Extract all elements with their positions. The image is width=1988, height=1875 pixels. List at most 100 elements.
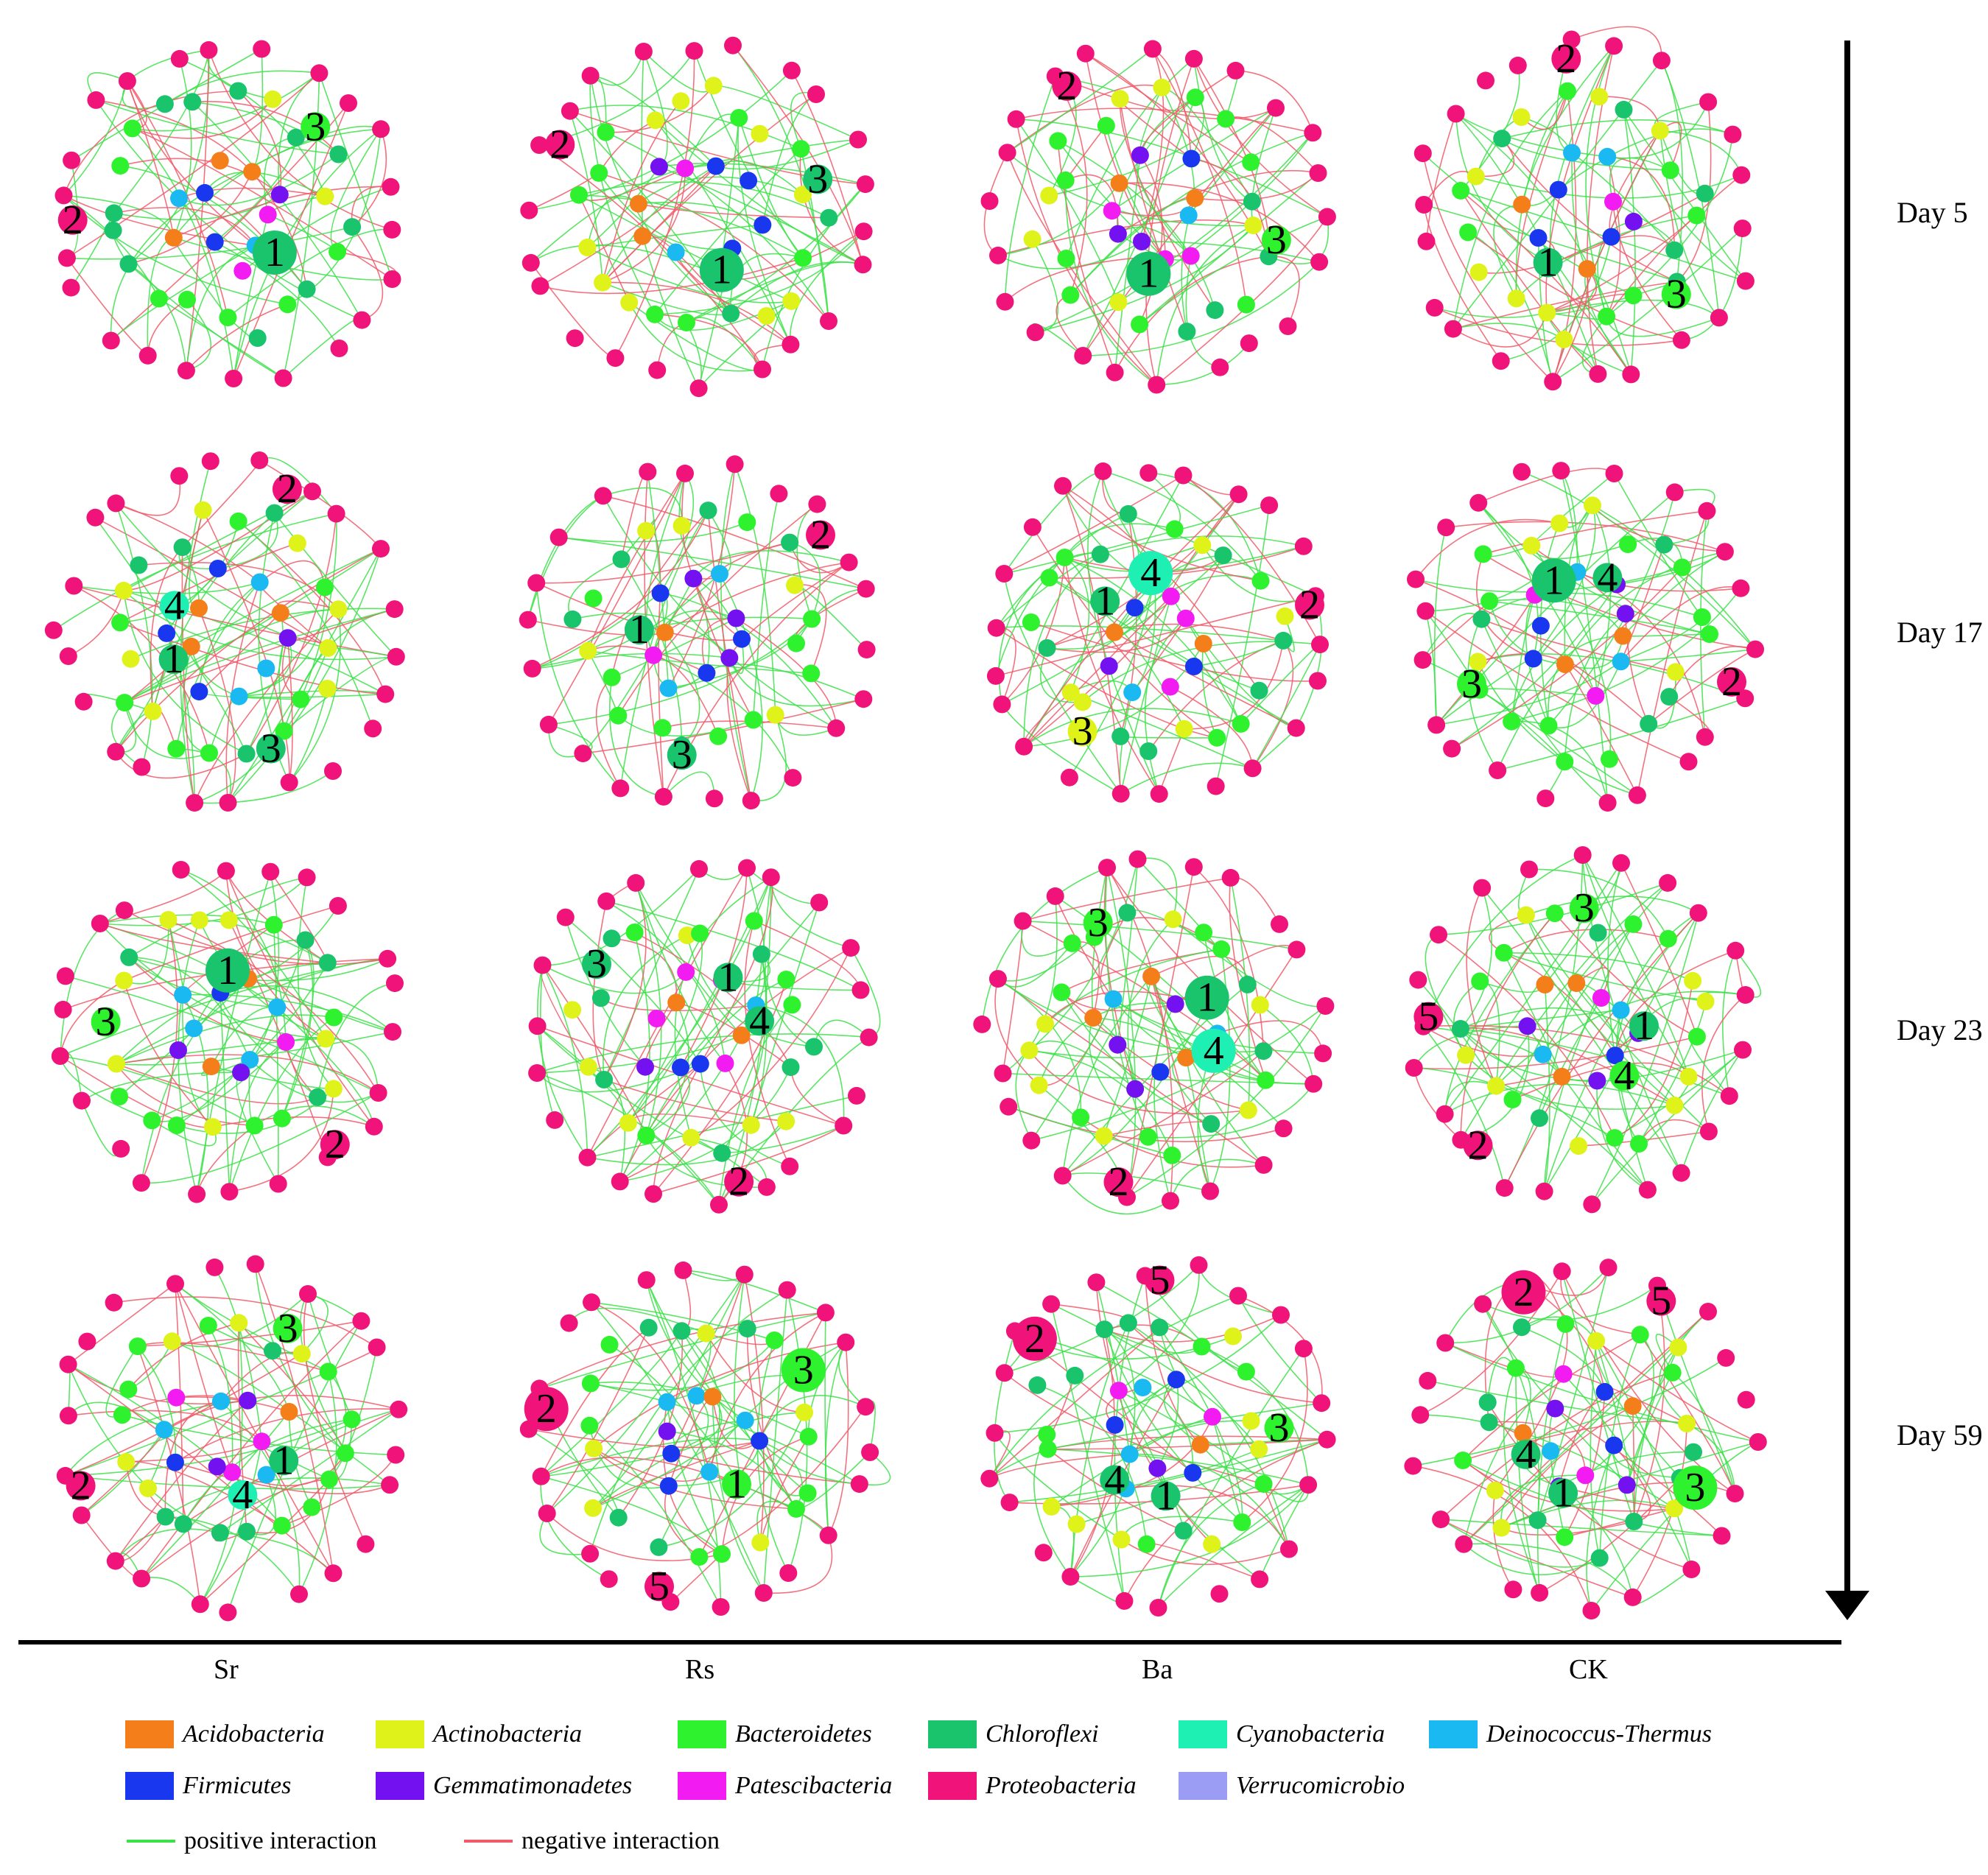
negative-edge [653,1125,844,1195]
node-proteobacteria [835,1116,853,1135]
node-bacteroidetes [275,722,293,740]
node-proteobacteria [705,789,723,808]
node-chloroflexi [1095,1320,1114,1339]
node-chloroflexi [1139,742,1158,760]
node-proteobacteria [86,508,105,527]
node-actinobacteria [1512,108,1531,126]
node-proteobacteria [59,1355,77,1373]
node-gemmatimonadetes [1148,1459,1167,1477]
positive-edge [198,581,261,692]
node-proteobacteria [329,897,347,915]
node-chloroflexi [672,1322,691,1340]
hub-node-2 [1717,666,1746,697]
node-proteobacteria [384,1023,401,1041]
node-chloroflexi [1478,1393,1497,1412]
negative-edge [96,99,253,172]
node-chloroflexi [329,145,348,163]
node-proteobacteria [735,1265,754,1284]
node-proteobacteria [754,360,771,379]
node-proteobacteria [726,455,744,474]
node-bacteroidetes [219,309,237,327]
nodes [519,455,876,810]
positive-edge [537,1025,723,1154]
node-proteobacteria [107,494,125,513]
node-chloroflexi [1493,130,1511,148]
negative-edge [658,593,664,797]
node-proteobacteria [217,862,235,880]
negative-edge [1415,578,1649,725]
node-chloroflexi [1250,681,1268,700]
negative-edge [1085,53,1166,260]
negative-edge [1106,867,1314,1085]
negative-edge [997,219,1254,256]
node-proteobacteria [166,1275,184,1293]
node-chloroflexi [1665,241,1684,259]
node-proteobacteria [1589,365,1607,383]
negative-edge [164,1401,222,1517]
node-proteobacteria [1190,1256,1208,1274]
node-proteobacteria [1698,502,1716,520]
negative-edge [603,495,867,590]
positive-edge [1105,868,1149,1138]
node-actinobacteria [1487,1077,1506,1095]
positive-edge [734,464,776,715]
node-proteobacteria [1417,232,1436,250]
positive-edge [756,1340,790,1574]
node-proteobacteria [854,222,873,241]
positive-edge [1089,1017,1149,1138]
positive-edge [1069,574,1155,778]
node-bacteroidetes [111,157,130,175]
hub-nodes: 123 [1052,63,1291,297]
positive-edge [752,493,780,720]
node-actinobacteria [1030,1076,1048,1094]
node-gemmatimonadetes [1109,1035,1127,1054]
node-proteobacteria [365,1117,383,1136]
node-proteobacteria [1672,1164,1690,1182]
positive-edge [578,181,829,219]
positive-edge [535,583,621,789]
hub-label-1: 1 [1553,1470,1573,1516]
negative-edge [1007,84,1162,153]
node-proteobacteria [102,331,120,350]
negative-edge [1483,510,1707,555]
node-proteobacteria [986,666,1005,685]
negative-edge [1049,546,1304,579]
node-proteobacteria [133,1569,151,1588]
node-gemmatimonadetes [239,1391,257,1410]
positive-edge [1609,157,1671,202]
node-patescibacteria [677,963,695,981]
hub-label-2: 2 [1721,659,1742,705]
node-proteobacteria [987,619,1005,637]
node-proteobacteria [532,1467,550,1485]
node-firmicutes [651,584,670,602]
hub-node-3 [803,164,833,194]
node-patescibacteria [1587,686,1605,705]
positive-edge [536,1033,869,1074]
positive-edge [183,1418,352,1524]
node-acidobacteria [667,993,686,1012]
positive-edge [1425,934,1467,1056]
positive-edge [127,49,209,82]
node-actinobacteria [682,1128,700,1147]
node-firmicutes [1182,149,1201,168]
negative-line-swatch [464,1840,513,1843]
node-proteobacteria [1111,784,1130,803]
node-proteobacteria [1473,879,1492,897]
positive-edge [200,1441,263,1605]
positive-edge [1061,991,1212,1125]
positive-edge [63,194,160,299]
node-acidobacteria [1567,974,1586,992]
hub-label-2: 2 [536,1386,557,1432]
negative-edge [128,957,287,1043]
node-bacteroidetes [597,123,615,141]
hub-label-5: 5 [1150,1258,1170,1304]
node-bacteroidetes [278,295,297,314]
positive-edge [1503,952,1706,1002]
node-proteobacteria [1211,358,1229,376]
hub-label-3: 3 [96,999,116,1045]
node-proteobacteria [1736,689,1755,708]
